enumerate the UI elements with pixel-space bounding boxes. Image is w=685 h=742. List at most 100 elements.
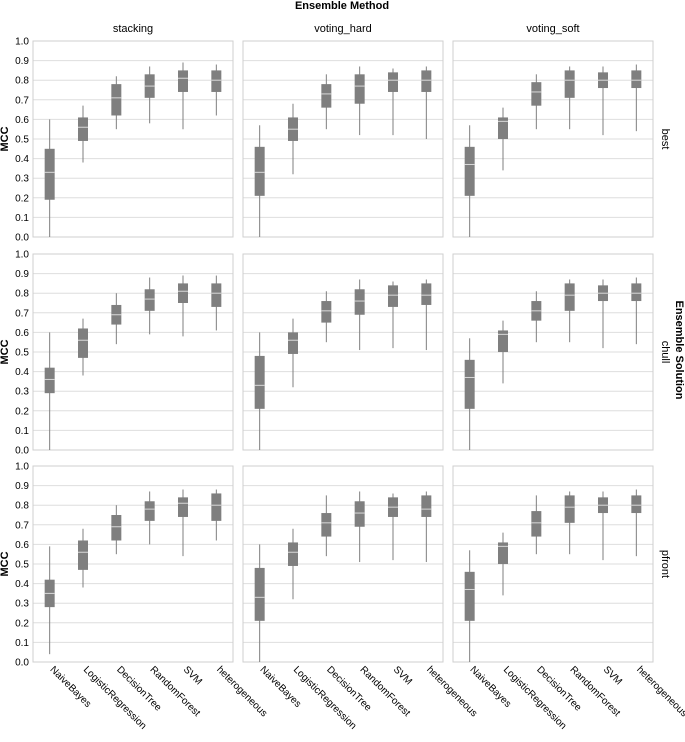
y-tick-label: 0.6: [15, 540, 29, 551]
y-tick-label: 0.9: [15, 481, 29, 492]
box-RandomForest: [354, 501, 365, 527]
column-header-stacking: stacking: [113, 23, 153, 35]
box-NaiveBayes: [254, 146, 265, 196]
panel-frame-best-stacking: [32, 40, 234, 238]
panel-frame-chull-voting_hard: [242, 253, 444, 451]
panel-frame-chull-stacking: [32, 253, 234, 451]
x-tick-label-LogisticRegression: LogisticRegression: [81, 664, 149, 732]
box-heterogeneous: [421, 495, 432, 517]
box-RandomForest: [564, 283, 575, 311]
panel-frame-best-voting_soft: [452, 40, 654, 238]
y-tick-label: 0.3: [15, 174, 29, 185]
box-LogisticRegression: [78, 540, 88, 570]
box-DecisionTree: [111, 515, 122, 541]
x-tick-label-heterogeneous: heterogeneous: [634, 664, 685, 719]
y-tick-label: 0.5: [15, 135, 29, 146]
box-LogisticRegression: [498, 117, 508, 139]
box-RandomForest: [354, 74, 365, 104]
box-NaiveBayes: [464, 359, 475, 409]
box-DecisionTree: [531, 82, 542, 106]
box-DecisionTree: [531, 511, 542, 537]
box-LogisticRegression: [288, 542, 298, 566]
y-tick-label: 0.2: [15, 406, 29, 417]
column-header-voting_soft: voting_soft: [526, 23, 579, 35]
box-DecisionTree: [321, 84, 332, 108]
chart-title: Ensemble Method: [295, 0, 389, 12]
y-tick-label: 0.0: [15, 658, 29, 669]
box-SVM: [388, 285, 398, 307]
y-tick-label: 0.8: [15, 76, 29, 87]
box-NaiveBayes: [254, 355, 265, 409]
row-facet-title: Ensemble Solution: [673, 300, 685, 399]
box-NaiveBayes: [464, 571, 475, 621]
y-axis-title: MCC: [0, 339, 11, 364]
y-axis-title: MCC: [0, 126, 11, 151]
x-tick-label-SVM: SVM: [601, 664, 624, 687]
box-LogisticRegression: [78, 328, 88, 358]
y-tick-label: 1.0: [15, 462, 29, 473]
box-RandomForest: [564, 495, 575, 523]
box-NaiveBayes: [44, 367, 55, 394]
box-DecisionTree: [321, 301, 332, 323]
row-header-chull: chull: [659, 341, 671, 364]
panel-frame-pfront-stacking: [32, 465, 234, 663]
y-axis-title: MCC: [0, 551, 11, 576]
box-NaiveBayes: [44, 148, 55, 200]
y-tick-label: 0.5: [15, 560, 29, 571]
y-tick-label: 0.0: [15, 233, 29, 244]
box-heterogeneous: [211, 70, 222, 92]
box-LogisticRegression: [78, 117, 88, 141]
y-tick-label: 0.1: [15, 638, 29, 649]
y-tick-label: 1.0: [15, 250, 29, 261]
y-tick-label: 0.4: [15, 579, 29, 590]
y-tick-label: 0.6: [15, 328, 29, 339]
box-LogisticRegression: [498, 542, 508, 564]
panel-frame-best-voting_hard: [242, 40, 444, 238]
box-heterogeneous: [631, 495, 642, 514]
y-tick-label: 0.7: [15, 308, 29, 319]
y-tick-label: 0.8: [15, 501, 29, 512]
column-header-voting_hard: voting_hard: [314, 23, 372, 35]
box-heterogeneous: [421, 70, 432, 92]
box-heterogeneous: [211, 283, 222, 307]
y-tick-label: 0.0: [15, 446, 29, 457]
box-SVM: [178, 70, 188, 92]
y-tick-label: 0.7: [15, 95, 29, 106]
y-tick-label: 1.0: [15, 37, 29, 48]
row-header-pfront: pfront: [659, 550, 671, 578]
box-SVM: [178, 497, 188, 517]
box-heterogeneous: [421, 283, 432, 305]
y-tick-label: 0.6: [15, 115, 29, 126]
box-RandomForest: [354, 289, 365, 315]
y-tick-label: 0.5: [15, 348, 29, 359]
y-tick-label: 0.2: [15, 193, 29, 204]
box-heterogeneous: [631, 283, 642, 302]
x-tick-label-SVM: SVM: [391, 664, 414, 687]
box-NaiveBayes: [254, 567, 265, 621]
box-heterogeneous: [211, 493, 222, 521]
panel-frame-pfront-voting_soft: [452, 465, 654, 663]
x-tick-label-LogisticRegression: LogisticRegression: [501, 664, 569, 732]
y-tick-label: 0.8: [15, 289, 29, 300]
x-tick-label-LogisticRegression: LogisticRegression: [291, 664, 359, 732]
box-SVM: [178, 283, 188, 303]
y-tick-label: 0.1: [15, 213, 29, 224]
y-tick-label: 0.3: [15, 599, 29, 610]
panel-frame-pfront-voting_hard: [242, 465, 444, 663]
panel-frame-chull-voting_soft: [452, 253, 654, 451]
box-NaiveBayes: [464, 146, 475, 196]
box-RandomForest: [144, 501, 155, 521]
box-LogisticRegression: [288, 332, 298, 354]
y-tick-label: 0.9: [15, 269, 29, 280]
y-tick-label: 0.3: [15, 387, 29, 398]
box-LogisticRegression: [498, 330, 508, 352]
y-tick-label: 0.9: [15, 56, 29, 67]
y-tick-label: 0.1: [15, 426, 29, 437]
box-RandomForest: [144, 289, 155, 311]
box-heterogeneous: [631, 70, 642, 89]
row-header-best: best: [659, 129, 671, 150]
y-tick-label: 0.2: [15, 618, 29, 629]
box-DecisionTree: [111, 84, 122, 116]
